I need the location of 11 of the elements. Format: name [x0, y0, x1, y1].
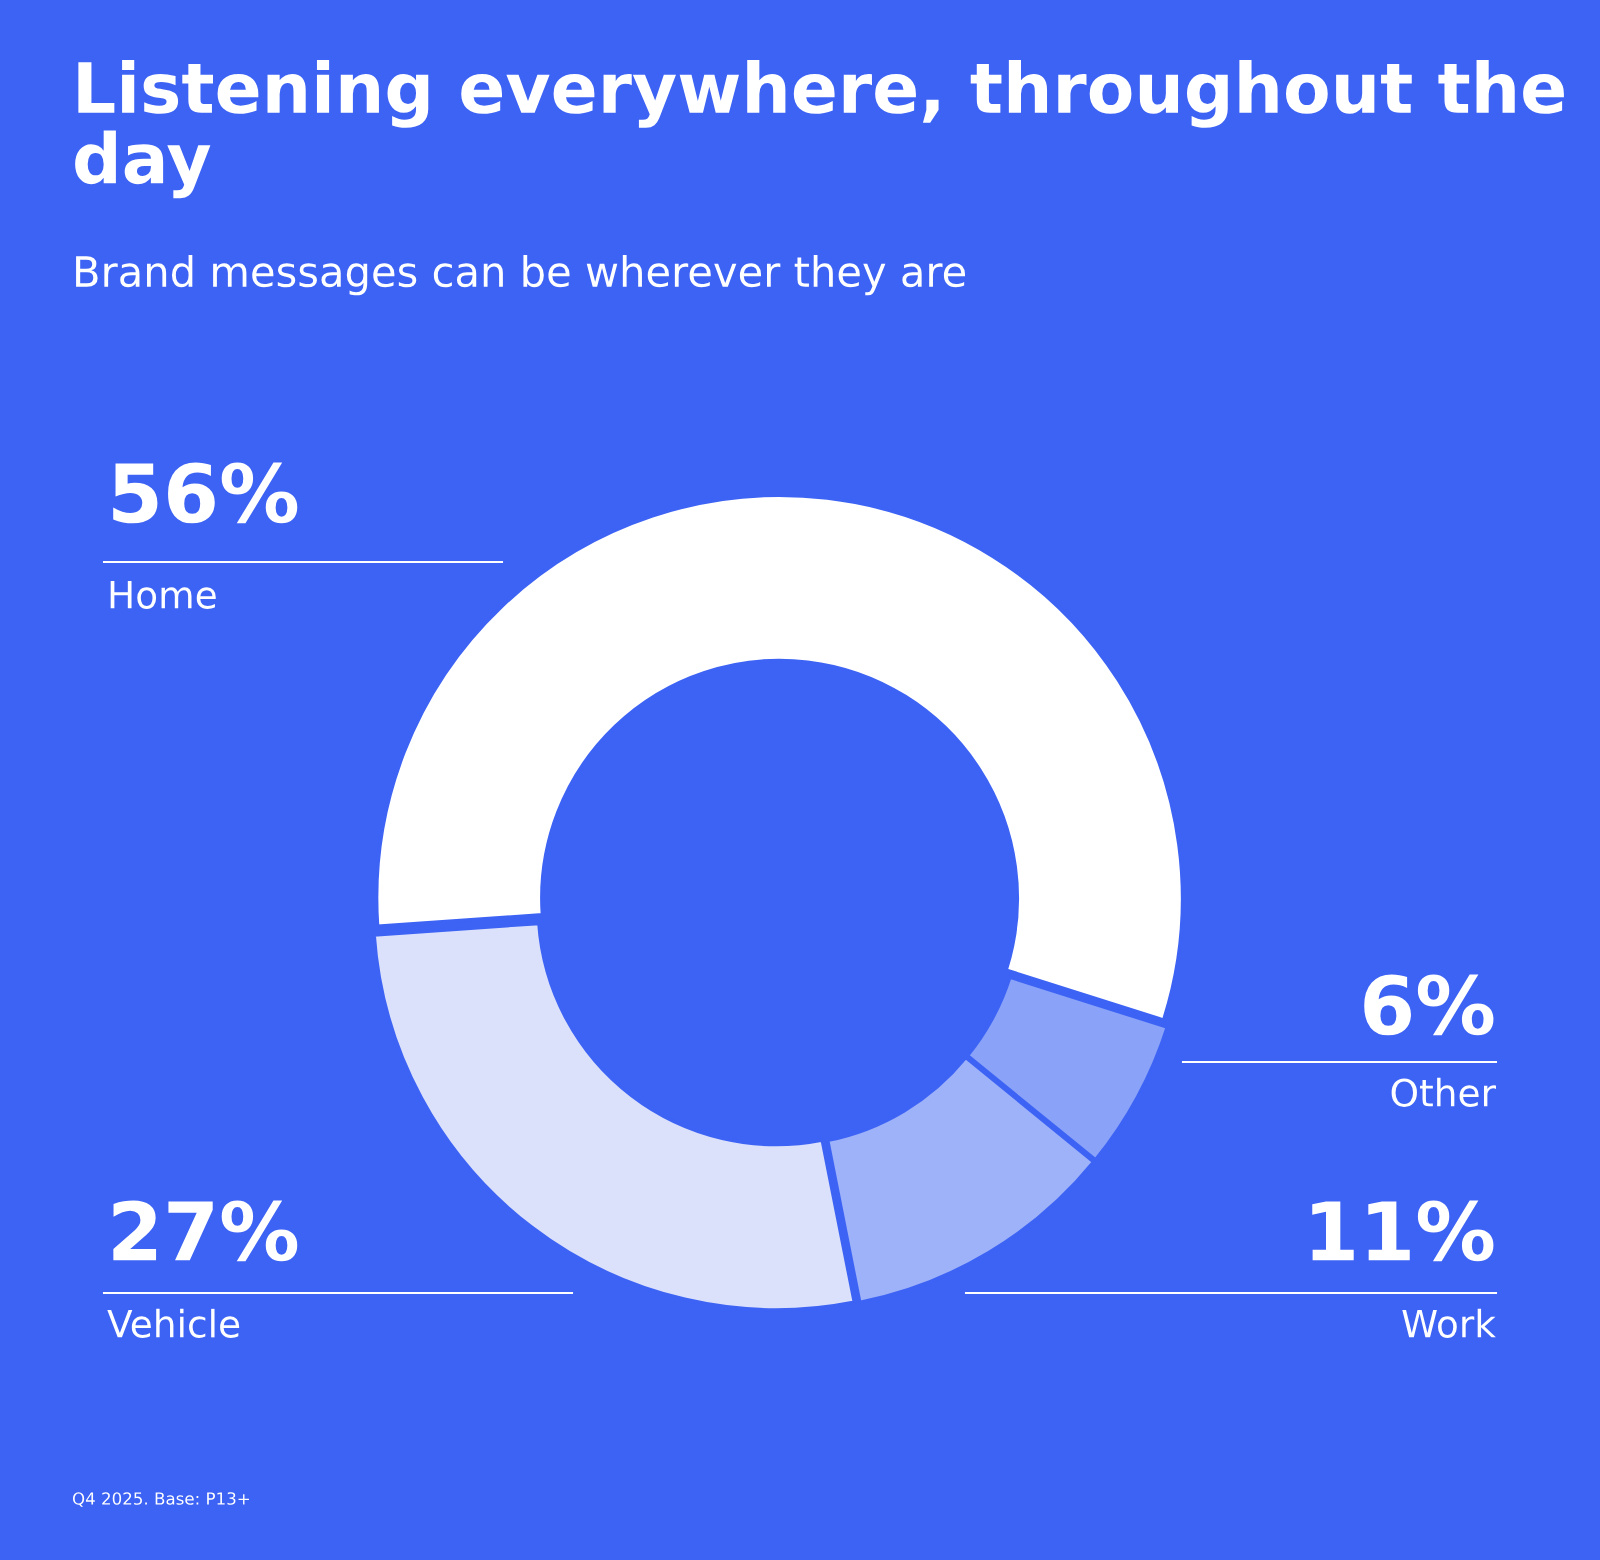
text: Q4 2025. Base: P13+	[72, 1492, 249, 1507]
slice-label: Other	[1391, 1077, 1496, 1107]
data-label: 27%	[113, 1200, 298, 1262]
data-label: 56%	[113, 462, 298, 524]
chart-subtitle: Brand messages can be wherever they are	[76, 255, 966, 296]
data-label: 11%	[1312, 1200, 1494, 1262]
slice-label: Home	[110, 581, 216, 609]
data-label: 6%	[1364, 974, 1494, 1036]
slice-label: Vehicle	[107, 1308, 240, 1338]
chart-title: Listening everywhere, throughout the day	[75, 60, 1564, 199]
slice-label: Work	[1402, 1308, 1496, 1338]
